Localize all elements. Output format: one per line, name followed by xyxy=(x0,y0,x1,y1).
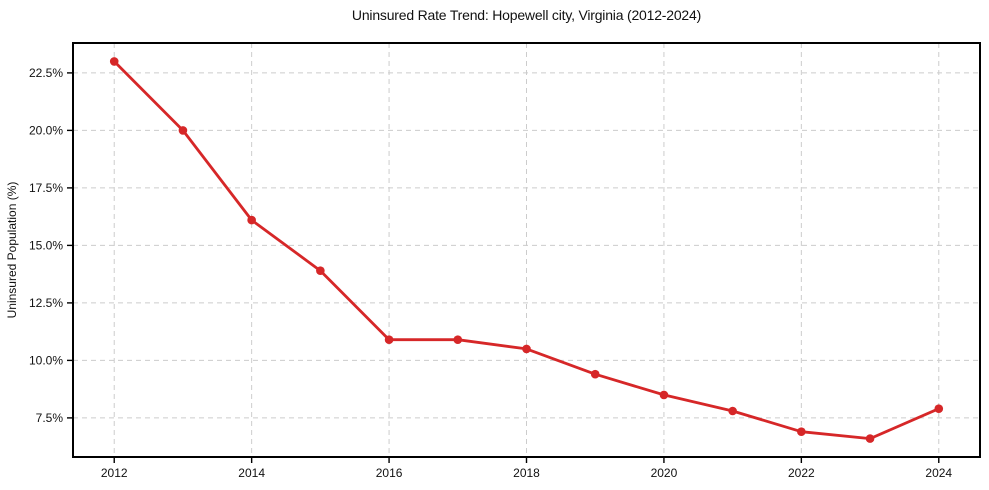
y-axis-label: Uninsured Population (%) xyxy=(5,182,19,319)
x-tick-label: 2018 xyxy=(513,466,540,480)
y-tick-label: 10.0% xyxy=(29,353,63,367)
x-tick-label: 2024 xyxy=(925,466,952,480)
data-point xyxy=(453,335,463,345)
x-tick-label: 2014 xyxy=(238,466,265,480)
y-tick-label: 7.5% xyxy=(36,411,64,425)
data-point xyxy=(934,404,944,414)
data-point xyxy=(659,390,669,400)
x-tick-label: 2012 xyxy=(101,466,128,480)
data-point xyxy=(728,406,737,416)
data-point xyxy=(590,369,600,379)
x-tick-label: 2016 xyxy=(376,466,403,480)
data-point xyxy=(316,266,325,276)
data-point xyxy=(522,344,531,354)
axis-ticks xyxy=(67,72,940,463)
y-tick-label: 17.5% xyxy=(29,181,63,195)
data-point xyxy=(247,215,256,225)
y-tick-label: 12.5% xyxy=(29,296,63,310)
y-tick-label: 22.5% xyxy=(29,66,63,80)
y-tick-label: 15.0% xyxy=(29,238,63,252)
y-tick-label: 20.0% xyxy=(29,123,63,137)
grid-lines xyxy=(73,43,980,457)
data-point xyxy=(865,434,875,443)
data-points xyxy=(109,57,944,443)
data-point xyxy=(797,427,806,437)
data-point xyxy=(109,57,119,66)
chart-title: Uninsured Rate Trend: Hopewell city, Vir… xyxy=(351,7,702,23)
tick-labels: 7.5% 10.0% 12.5% 15.0% 17.5% 20.0% 22.5% 2012 20… xyxy=(29,66,952,480)
x-tick-label: 2020 xyxy=(651,466,678,480)
x-tick-label: 2022 xyxy=(788,466,815,480)
data-point xyxy=(384,335,394,345)
data-point xyxy=(178,126,188,135)
